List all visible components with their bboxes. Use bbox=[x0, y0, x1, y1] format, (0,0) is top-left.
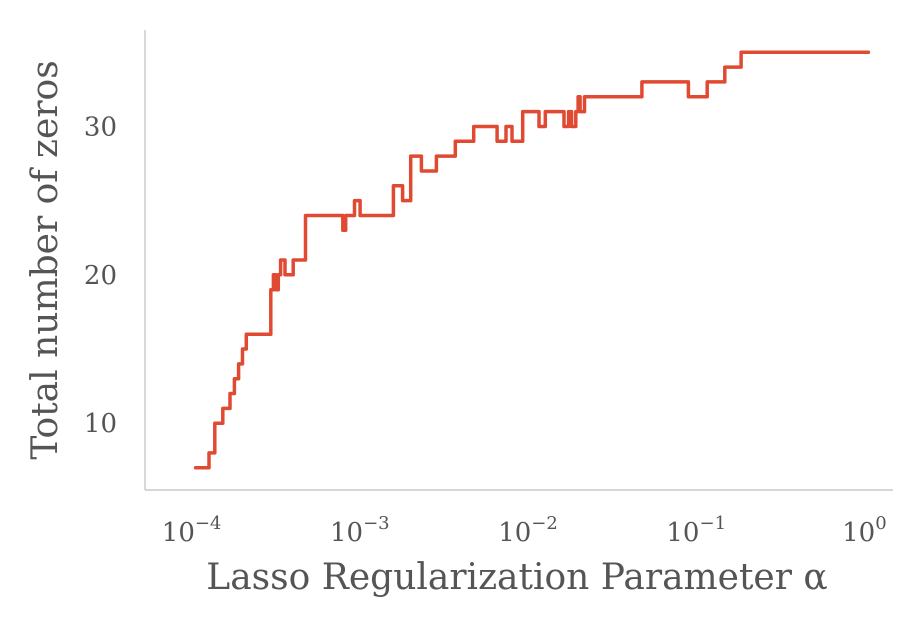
x-tick-label: 10−1 bbox=[666, 513, 726, 548]
y-tick-labels: 10 20 30 bbox=[84, 112, 117, 439]
x-tick-label: 100 bbox=[842, 513, 887, 548]
y-tick-label: 20 bbox=[84, 261, 117, 291]
y-tick-label: 30 bbox=[84, 112, 117, 142]
x-tick-labels: 10−4 10−3 10−2 10−1 100 bbox=[162, 513, 887, 548]
x-tick-label: 10−2 bbox=[498, 513, 558, 548]
series-group bbox=[193, 50, 871, 470]
series-line bbox=[193, 50, 871, 470]
x-axis-title: Lasso Regularization Parameter α bbox=[206, 557, 827, 598]
x-tick-label: 10−4 bbox=[162, 513, 222, 548]
x-tick-label: 10−3 bbox=[330, 513, 390, 548]
y-tick-label: 10 bbox=[84, 409, 117, 439]
axes bbox=[144, 30, 893, 491]
y-axis-title: Total number of zeros bbox=[25, 60, 66, 459]
